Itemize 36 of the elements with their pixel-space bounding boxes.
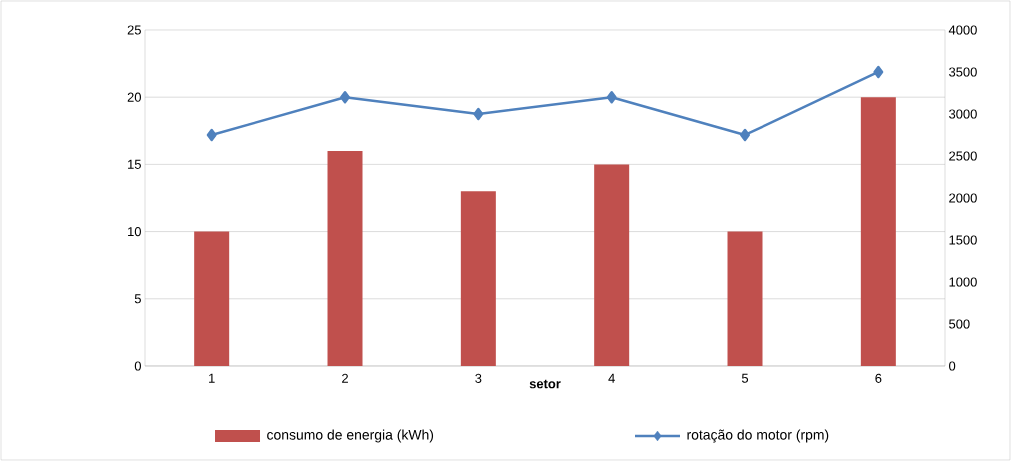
point xyxy=(873,65,884,79)
x-axis-title: setor xyxy=(529,379,561,389)
legend-label: consumo de energia (kWh) xyxy=(267,429,434,443)
y-tick-label: 25 xyxy=(127,25,141,35)
y2-tick-label: 3500 xyxy=(949,67,977,77)
y2-tick-label: 1500 xyxy=(949,235,977,245)
bar xyxy=(194,231,230,366)
point xyxy=(340,90,350,104)
x-tick-label: 6 xyxy=(875,373,882,383)
y-tick-label: 5 xyxy=(134,294,141,304)
x-tick-label: 2 xyxy=(342,373,348,383)
x-tick-label: 4 xyxy=(608,373,615,383)
y-tick-label: 0 xyxy=(134,361,141,371)
y2-tick-label: 500 xyxy=(949,319,970,329)
y-tick-label: 15 xyxy=(128,159,141,169)
bar xyxy=(727,231,763,366)
y2-tick-label: 0 xyxy=(949,361,956,371)
y-tick-label: 10 xyxy=(128,227,141,237)
y2-tick-label: 1000 xyxy=(949,277,977,287)
x-tick-label: 1 xyxy=(209,373,215,383)
y2-tick-label: 3000 xyxy=(949,109,977,119)
point xyxy=(473,107,484,121)
y-tick-label: 20 xyxy=(127,92,141,102)
y2-tick-label: 2000 xyxy=(949,193,977,203)
y2-tick-label: 4000 xyxy=(948,25,977,35)
bar xyxy=(460,191,496,366)
bar xyxy=(594,164,630,366)
legend-label: rotação do motor (rpm) xyxy=(687,429,829,443)
x-tick-label: 5 xyxy=(741,373,749,383)
bar xyxy=(860,97,896,366)
x-tick-label: 3 xyxy=(475,373,482,383)
y2-tick-label: 2500 xyxy=(949,151,977,161)
point xyxy=(740,128,750,142)
bar xyxy=(327,150,363,366)
point xyxy=(606,90,617,104)
point xyxy=(206,128,217,142)
